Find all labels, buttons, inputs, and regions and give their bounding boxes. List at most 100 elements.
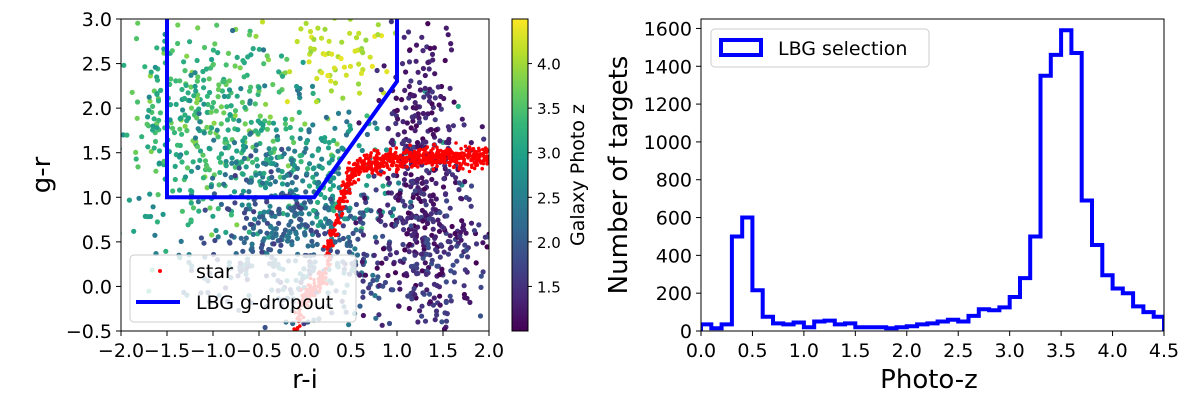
galaxy-point xyxy=(283,126,289,132)
star-point xyxy=(353,172,357,176)
galaxy-point xyxy=(267,114,273,120)
galaxy-point xyxy=(459,218,465,224)
galaxy-point xyxy=(411,230,417,236)
galaxy-point xyxy=(380,246,387,252)
galaxy-point xyxy=(358,228,364,234)
galaxy-point xyxy=(368,290,374,296)
galaxy-point xyxy=(193,88,199,94)
galaxy-point xyxy=(391,261,397,267)
galaxy-point xyxy=(203,66,210,72)
galaxy-point xyxy=(179,159,185,165)
galaxy-point xyxy=(452,230,458,237)
galaxy-point xyxy=(435,12,440,17)
galaxy-point xyxy=(425,245,431,251)
scatter-x-tick-label: 1.5 xyxy=(428,340,458,362)
galaxy-point xyxy=(343,132,350,138)
galaxy-point xyxy=(402,377,407,382)
galaxy-point xyxy=(145,114,151,120)
galaxy-point xyxy=(154,219,160,225)
galaxy-point xyxy=(318,35,325,41)
galaxy-point xyxy=(377,208,383,214)
galaxy-point xyxy=(446,136,452,142)
galaxy-point xyxy=(239,99,245,105)
galaxy-point xyxy=(279,146,285,152)
galaxy-point xyxy=(194,144,201,150)
galaxy-point xyxy=(224,206,231,212)
galaxy-point xyxy=(421,94,427,100)
star-point xyxy=(460,151,464,155)
star-point xyxy=(463,144,468,149)
galaxy-point xyxy=(208,184,214,190)
histogram-y-tick-label: 0 xyxy=(680,321,692,343)
galaxy-point xyxy=(223,62,229,68)
galaxy-point xyxy=(459,253,465,259)
galaxy-point xyxy=(325,145,332,151)
galaxy-point xyxy=(282,121,288,127)
galaxy-point xyxy=(408,78,414,84)
galaxy-point xyxy=(395,197,401,203)
galaxy-point xyxy=(418,281,424,287)
galaxy-point xyxy=(146,94,152,100)
star-point xyxy=(325,251,330,255)
galaxy-point xyxy=(223,163,229,169)
galaxy-point xyxy=(287,124,293,131)
galaxy-point xyxy=(430,192,436,198)
star-point xyxy=(358,156,362,161)
star-point xyxy=(368,154,373,159)
galaxy-point xyxy=(445,32,451,38)
galaxy-point xyxy=(246,202,252,208)
galaxy-point xyxy=(357,303,363,309)
galaxy-point xyxy=(353,35,360,41)
galaxy-point xyxy=(451,279,458,285)
galaxy-point xyxy=(215,234,221,240)
galaxy-point xyxy=(386,180,392,186)
galaxy-point xyxy=(208,109,214,115)
galaxy-point xyxy=(219,88,225,94)
galaxy-point xyxy=(436,284,442,290)
galaxy-point xyxy=(434,263,440,269)
star-point xyxy=(375,160,380,165)
galaxy-point xyxy=(379,260,385,266)
galaxy-point xyxy=(471,228,478,234)
star-point xyxy=(431,167,436,172)
galaxy-point xyxy=(439,270,445,276)
galaxy-point xyxy=(248,119,254,125)
galaxy-point xyxy=(424,251,430,257)
galaxy-point xyxy=(188,168,195,174)
star-point xyxy=(328,231,332,235)
galaxy-point xyxy=(450,123,456,129)
galaxy-point xyxy=(397,332,402,337)
galaxy-point xyxy=(331,137,337,144)
galaxy-point xyxy=(408,172,414,178)
galaxy-point xyxy=(436,221,443,227)
galaxy-point xyxy=(311,207,317,214)
star-point xyxy=(402,156,406,160)
galaxy-point xyxy=(240,138,246,144)
galaxy-point xyxy=(360,50,366,56)
histogram-y-tick-label: 600 xyxy=(656,208,692,230)
galaxy-point xyxy=(195,199,201,205)
galaxy-point xyxy=(420,136,426,142)
galaxy-point xyxy=(234,222,240,228)
star-point xyxy=(460,156,465,161)
galaxy-point xyxy=(422,211,428,217)
galaxy-point xyxy=(263,101,269,107)
galaxy-point xyxy=(484,244,489,250)
galaxy-point xyxy=(409,92,415,98)
star-point xyxy=(416,165,420,169)
galaxy-point xyxy=(478,284,484,290)
galaxy-point xyxy=(419,303,425,309)
galaxy-point xyxy=(307,28,314,35)
galaxy-point xyxy=(292,148,298,154)
galaxy-point xyxy=(276,69,282,75)
galaxy-point xyxy=(392,270,399,276)
galaxy-point xyxy=(191,93,197,99)
galaxy-point xyxy=(261,170,267,176)
galaxy-point xyxy=(329,51,335,57)
galaxy-point xyxy=(393,250,400,256)
galaxy-point xyxy=(420,140,426,146)
star-point xyxy=(470,163,474,168)
galaxy-point xyxy=(342,216,348,222)
galaxy-point xyxy=(400,241,406,248)
galaxy-point xyxy=(443,318,450,324)
